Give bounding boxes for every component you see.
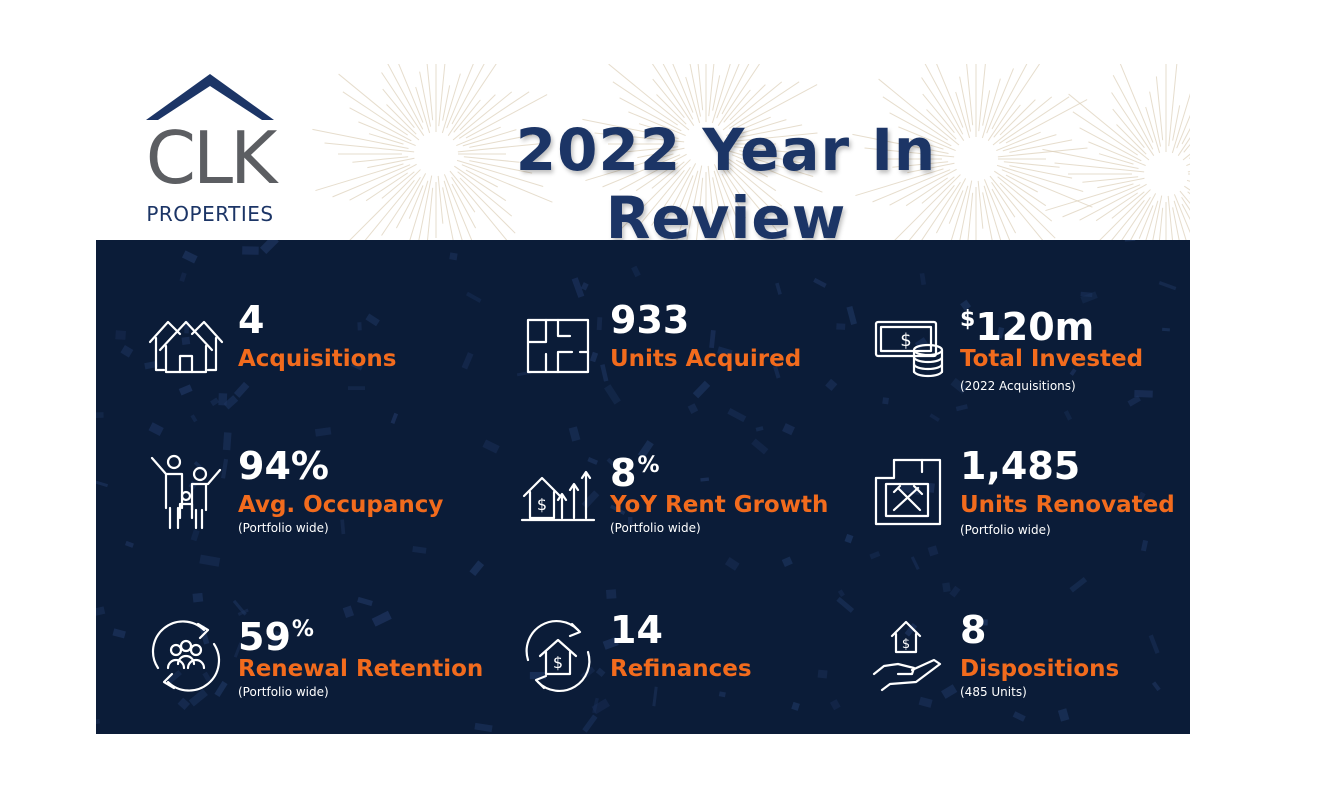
money-coins-icon: $ [874,320,944,378]
page-title: 2022 Year In Review [515,116,937,240]
stat-note: (Portfolio wide) [238,685,329,699]
stat-label: Avg. Occupancy [238,492,444,518]
stat-refinances: $ 14 Refinances [518,608,838,734]
stats-panel: 4 Acquisitions 933 Units Acquired $ [96,240,1190,734]
logo-sub-text: PROPERTIES [146,202,274,226]
stat-value-number: 8 [610,451,637,495]
renovation-tools-icon [874,458,942,526]
roof-icon [146,74,274,120]
stat-label: Units Renovated [960,492,1175,518]
stat-dispositions: $ 8 Dispositions (485 Units) [868,608,1188,734]
hand-house-icon: $ [872,620,942,692]
header-area: CLK PROPERTIES 2022 Year In Review [96,64,1190,240]
stat-value-number: 120m [975,305,1095,349]
stat-label: YoY Rent Growth [610,492,829,518]
stat-total-invested: $ $120m Total Invested (2022 Acquisition… [868,305,1188,426]
clk-logo: CLK PROPERTIES [140,74,280,230]
svg-text:$: $ [902,637,910,652]
refinance-icon: $ [525,620,591,692]
confetti-decoration [96,240,1177,733]
stat-value-number: 59 [238,615,291,659]
currency-symbol: $ [960,307,976,332]
stat-occupancy: 94% Avg. Occupancy (Portfolio wide) [146,444,466,572]
logo-main-text: CLK [145,116,278,200]
stat-note: (2022 Acquisitions) [960,379,1076,393]
stat-label: Dispositions [960,656,1120,682]
floor-plan-icon [526,318,590,374]
stat-value: 1,485 [960,444,1081,488]
stat-value: 8 [960,608,987,652]
stat-value: 59% [238,604,314,663]
houses-icon [148,320,224,374]
fireworks-decoration [312,64,1190,240]
stat-value-suffix: % [637,453,660,478]
svg-text:$: $ [900,330,911,351]
stat-note: (Portfolio wide) [960,523,1051,537]
svg-text:$: $ [537,495,547,514]
people-cycle-icon [151,620,221,692]
stat-units-acquired: 933 Units Acquired [518,298,838,426]
stat-acquisitions: 4 Acquisitions [146,298,466,426]
svg-text:$: $ [553,653,563,672]
stat-value: 8% [610,440,660,499]
stat-rent-growth: $ 8% YoY Rent Growth (Portfolio wide) [518,451,838,572]
stat-note: (485 Units) [960,685,1027,699]
stat-units-renovated: 1,485 Units Renovated (Portfolio wide) [868,444,1188,572]
stat-label: Acquisitions [238,346,397,372]
stat-label: Total Invested [960,346,1144,372]
stat-renewal-retention: 59% Renewal Retention (Portfolio wide) [146,615,483,734]
stat-note: (Portfolio wide) [610,521,701,535]
stat-value: 4 [238,298,265,342]
stat-value: $120m [960,294,1094,353]
stat-value-suffix: % [291,617,314,642]
stat-label: Renewal Retention [238,656,484,682]
stat-value: 94% [238,444,329,488]
family-icon [150,454,222,530]
stat-label: Units Acquired [610,346,802,372]
stat-value: 14 [610,608,663,652]
stat-note: (Portfolio wide) [238,521,329,535]
stat-value: 933 [610,298,690,342]
rent-growth-icon: $ [520,470,596,522]
year-review-banner: CLK PROPERTIES 2022 Year In Review 4 Acq… [96,64,1190,734]
stat-label: Refinances [610,656,752,682]
